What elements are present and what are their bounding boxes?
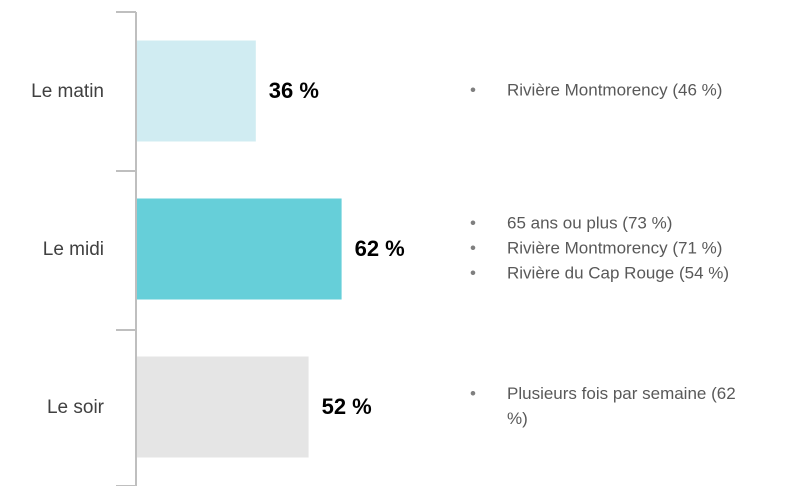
annotation-list: Plusieurs fois par semaine (62 %)	[470, 381, 755, 431]
annotation-item: Rivière du Cap Rouge (54 %)	[470, 261, 755, 286]
bar	[137, 356, 309, 458]
annotation-item: 65 ans ou plus (73 %)	[470, 211, 755, 236]
annotation-list: 65 ans ou plus (73 %)Rivière Montmorency…	[470, 211, 755, 286]
bar	[137, 40, 256, 142]
annotation-list: Rivière Montmorency (46 %)	[470, 78, 755, 103]
value-label: 36 %	[269, 78, 319, 103]
category-label: Le midi	[43, 239, 104, 260]
bar	[137, 198, 342, 300]
annotation-item: Plusieurs fois par semaine (62 %)	[470, 381, 755, 431]
category-label: Le soir	[47, 397, 105, 418]
annotation-item: Rivière Montmorency (46 %)	[470, 78, 755, 103]
value-label: 52 %	[322, 394, 372, 419]
value-label: 62 %	[355, 236, 405, 261]
annotation-item: Rivière Montmorency (71 %)	[470, 236, 755, 261]
axis	[116, 11, 137, 486]
category-label: Le matin	[31, 81, 104, 102]
